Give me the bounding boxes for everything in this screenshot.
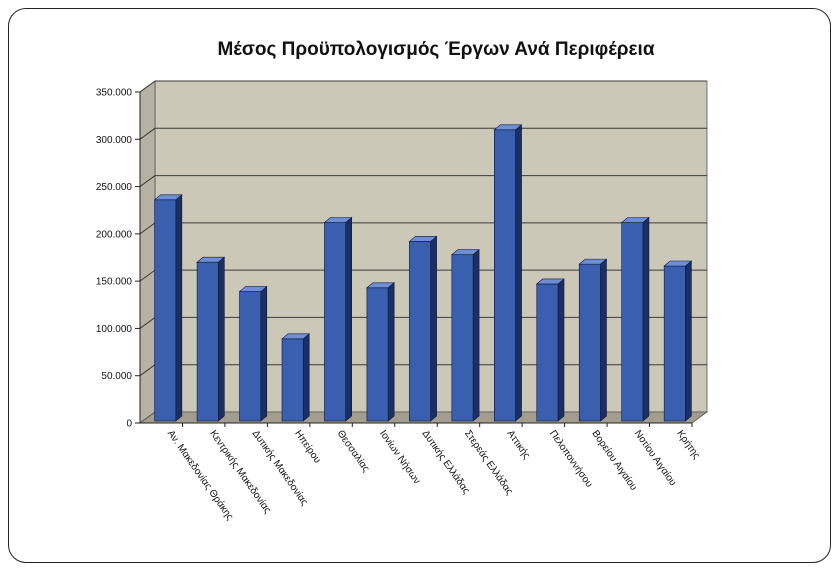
bar-top [535, 278, 565, 285]
bar-side [218, 256, 225, 422]
chart-title: Μέσος Προϋπολογισμός Έργων Ανά Περιφέρει… [217, 39, 654, 60]
y-tick-label: 350.000 [96, 88, 133, 99]
plot-side-wall [139, 80, 156, 424]
bar-side [387, 282, 395, 422]
gridline-side [139, 222, 156, 235]
y-tick-label: 200.000 [96, 229, 133, 240]
bar [409, 241, 431, 422]
bar-top [323, 217, 353, 223]
bar-side [175, 194, 183, 422]
bar [536, 283, 559, 422]
bar [663, 265, 686, 422]
bar [366, 287, 389, 422]
bar-side [430, 235, 437, 422]
bar [494, 129, 516, 422]
bar-side [642, 216, 650, 422]
plot-area: 0 50.000 100.000 150.000 200.000 250.000 300.0… [96, 80, 709, 522]
gridline-side [139, 175, 156, 187]
bar-top [451, 249, 480, 255]
gridline-side [139, 80, 156, 93]
bar-top [408, 236, 438, 242]
bar-top [196, 256, 226, 263]
bar [451, 254, 474, 422]
x-tick-label: Βορείου Αιγαίου [589, 428, 639, 493]
bar-side [557, 278, 565, 422]
bar-top [366, 282, 395, 289]
bar-side [302, 333, 310, 422]
bar-top [238, 286, 268, 292]
bar-side [472, 249, 480, 422]
bar-side [600, 258, 607, 422]
x-tick-label: Αττικής [504, 428, 532, 461]
x-tick-label: Πελοποννήσου [547, 428, 595, 490]
x-tick-label: Θεσσαλίας [335, 428, 373, 475]
y-tick-label: 250.000 [96, 182, 133, 193]
bar [281, 338, 304, 422]
x-tick-label: Ηπείρου [292, 428, 323, 466]
bar [239, 291, 262, 422]
bar-side [515, 124, 522, 422]
bar [578, 263, 601, 422]
bar-top [663, 260, 693, 267]
bar-side [260, 285, 268, 422]
gridline-side [139, 269, 156, 282]
gridline-side [139, 317, 156, 329]
y-tick-label: 50.000 [101, 371, 132, 382]
bar-side [345, 216, 352, 422]
bar [324, 222, 346, 422]
gridline-side [139, 364, 156, 377]
bar-top [620, 217, 650, 223]
y-tick-label: 300.000 [96, 135, 133, 146]
bar [196, 261, 219, 422]
x-tick-label: Νοτίου Αιγαίου [632, 428, 679, 488]
bar-top [578, 258, 608, 265]
y-tick-label: 0 [126, 419, 132, 430]
x-tick-label: Κρήτης [674, 428, 702, 461]
bar [154, 199, 177, 422]
y-tick-label: 150.000 [96, 277, 133, 288]
y-tick-label: 100.000 [96, 324, 133, 335]
bar-top [153, 194, 183, 201]
gridline-side [139, 127, 156, 140]
bar-top [281, 333, 311, 340]
bar-side [685, 260, 692, 422]
bar-top [493, 124, 523, 131]
x-tick-label: Ιονίων Νήσων [377, 428, 423, 486]
bar [621, 222, 644, 422]
